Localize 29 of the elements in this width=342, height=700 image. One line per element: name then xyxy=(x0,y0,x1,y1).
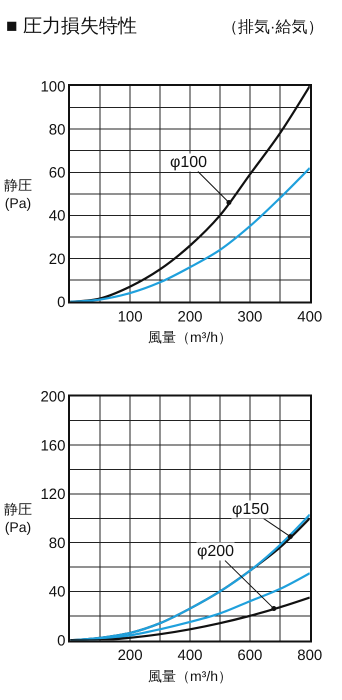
y-tick-label: 0 xyxy=(57,294,66,311)
y-tick-label: 60 xyxy=(48,164,66,182)
chart-title: ■ 圧力損失特性 xyxy=(6,16,137,37)
y-tick-label: 100 xyxy=(40,78,66,96)
chart-subtitle: （排気·給気） xyxy=(222,18,324,36)
y-tick-label: 160 xyxy=(40,437,66,454)
y-axis-title: 静圧 (Pa) xyxy=(4,177,32,212)
y-tick-label: 120 xyxy=(40,486,66,504)
annotation: φ200 xyxy=(197,543,234,560)
x-tick-label: 400 xyxy=(297,308,322,326)
x-tick-label: 100 xyxy=(118,308,143,326)
annotation: φ100 xyxy=(170,154,208,171)
annotation: φ150 xyxy=(232,501,270,518)
x-tick-label: 200 xyxy=(177,308,203,326)
x-axis-title: 風量（m³/h） xyxy=(148,329,232,345)
y-tick-label: 0 xyxy=(57,632,66,650)
x-tick-label: 200 xyxy=(118,647,143,664)
y-tick-label: 40 xyxy=(48,208,66,225)
y-tick-label: 40 xyxy=(48,584,66,601)
y-tick-label: 80 xyxy=(48,534,66,552)
x-tick-label: 300 xyxy=(237,308,262,326)
y-tick-label: 80 xyxy=(48,121,66,138)
y-tick-label: 20 xyxy=(48,250,66,268)
x-tick-label: 600 xyxy=(237,647,262,664)
y-axis-title: 静圧 (Pa) xyxy=(4,501,32,536)
y-tick-label: 200 xyxy=(40,388,66,406)
x-tick-label: 800 xyxy=(297,647,322,664)
x-tick-label: 400 xyxy=(177,647,203,664)
x-axis-title: 風量（m³/h） xyxy=(148,668,232,684)
